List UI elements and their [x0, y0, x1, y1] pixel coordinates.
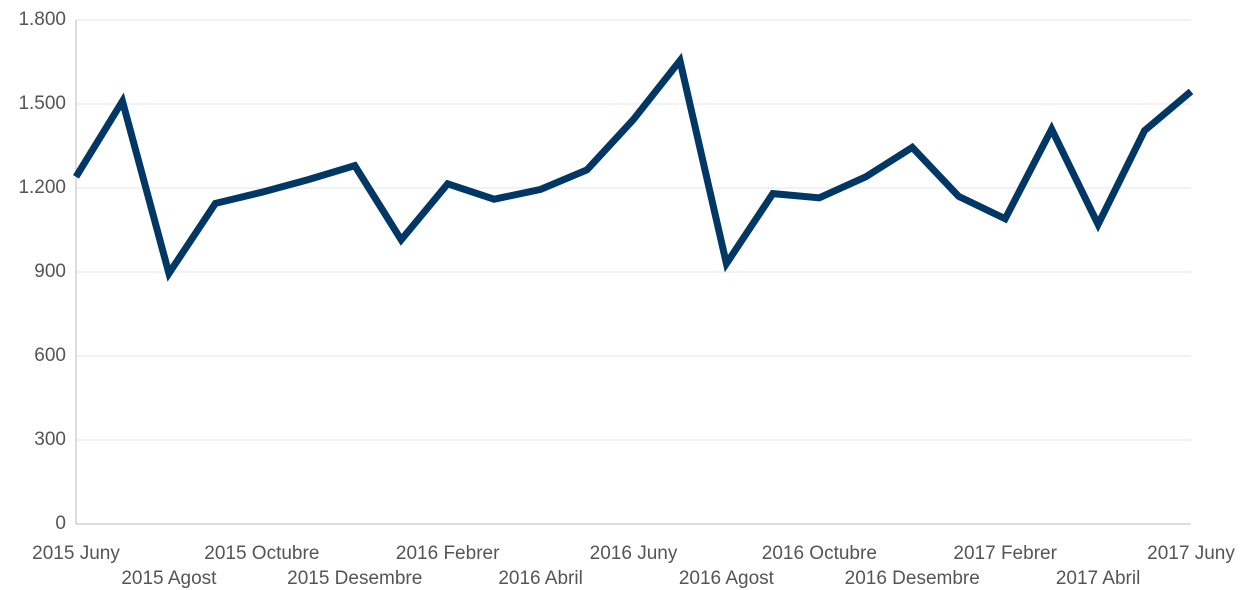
x-tick-label: 2015 Octubre — [204, 543, 319, 564]
x-tick-label: 2015 Juny — [32, 543, 120, 564]
y-tick-label: 1.500 — [18, 93, 66, 114]
y-tick-label: 0 — [55, 513, 66, 534]
x-tick-label: 2017 Febrer — [953, 543, 1057, 564]
x-tick-label: 2016 Octubre — [762, 543, 877, 564]
data-line — [73, 52, 1194, 282]
x-tick-label: 2016 Agost — [679, 568, 775, 589]
x-tick-label: 2016 Febrer — [396, 543, 500, 564]
x-tick-label: 2017 Juny — [1147, 543, 1235, 564]
y-tick-label: 1.200 — [18, 177, 66, 198]
x-tick-label: 2016 Juny — [590, 543, 678, 564]
y-tick-label: 900 — [34, 261, 66, 282]
x-tick-label: 2015 Agost — [121, 568, 217, 589]
y-tick-label: 300 — [34, 429, 66, 450]
x-tick-label: 2016 Abril — [498, 568, 583, 589]
x-tick-label: 2015 Desembre — [287, 568, 422, 589]
x-tick-label: 2016 Desembre — [845, 568, 980, 589]
y-tick-label: 600 — [34, 345, 66, 366]
x-tick-label: 2017 Abril — [1056, 568, 1141, 589]
y-tick-label: 1.800 — [18, 9, 66, 30]
